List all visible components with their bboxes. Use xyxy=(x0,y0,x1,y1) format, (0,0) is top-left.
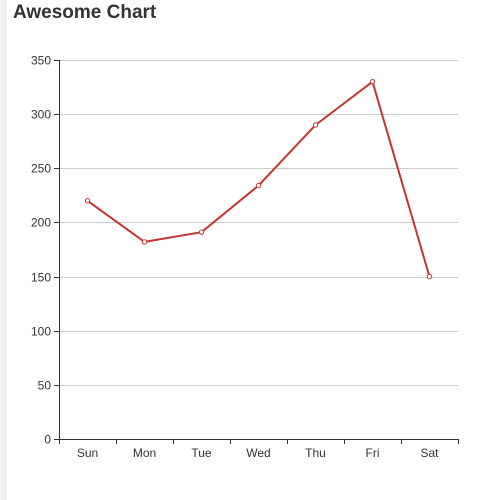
x-tick-label-sun: Sun xyxy=(77,446,98,460)
data-point-tue xyxy=(198,229,205,235)
series-line-0 xyxy=(86,80,431,277)
left-edge-panel xyxy=(0,0,7,500)
data-point-thu xyxy=(312,122,319,128)
axes xyxy=(54,60,459,444)
y-tick-label-150: 150 xyxy=(31,271,51,285)
tick-labels: 0 50 100 150 200 250 300 350 Sun Mon Tue Wed Thu Fri S… xyxy=(31,54,439,461)
chart-title: Awesome Chart xyxy=(13,2,157,23)
x-tick-label-wed: Wed xyxy=(246,446,270,460)
x-tick-label-sat: Sat xyxy=(420,446,439,460)
data-point-wed xyxy=(255,182,262,189)
data-point-fri xyxy=(369,78,376,85)
series xyxy=(84,78,433,280)
y-tick-label-300: 300 xyxy=(31,108,51,122)
x-tick-label-mon: Mon xyxy=(133,446,156,460)
x-tick-label-fri: Fri xyxy=(366,446,380,460)
data-point-sun xyxy=(84,198,91,204)
data-point-sat xyxy=(426,273,433,280)
y-tick-label-0: 0 xyxy=(44,433,51,447)
y-tick-label-250: 250 xyxy=(31,162,51,176)
data-point-mon xyxy=(141,239,148,245)
y-tick-label-100: 100 xyxy=(31,325,51,339)
y-tick-label-50: 50 xyxy=(38,379,52,393)
y-tick-label-350: 350 xyxy=(31,54,51,68)
y-tick-label-200: 200 xyxy=(31,216,51,230)
x-tick-label-thu: Thu xyxy=(305,446,326,460)
grid-lines xyxy=(59,60,458,386)
x-tick-label-tue: Tue xyxy=(191,446,212,460)
